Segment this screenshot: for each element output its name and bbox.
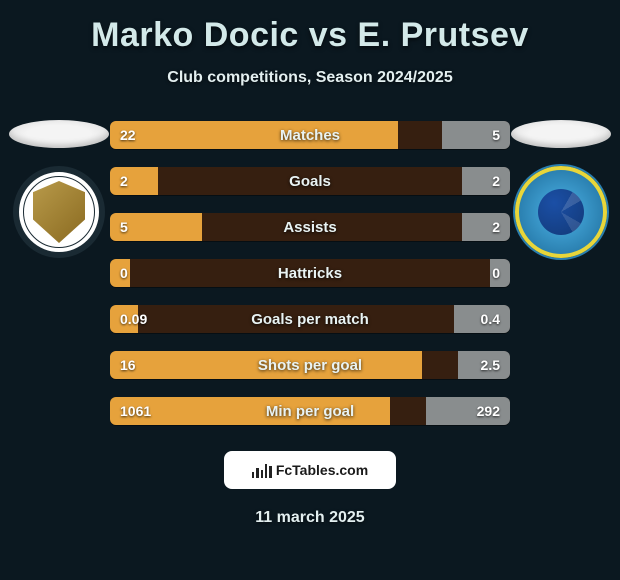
stat-value-right: 2 (482, 167, 510, 195)
stat-value-right: 2 (482, 213, 510, 241)
right-player-column (506, 120, 616, 258)
stat-label: Goals per match (110, 305, 510, 333)
stat-value-left: 5 (110, 213, 138, 241)
stat-value-left: 16 (110, 351, 146, 379)
left-player-column (4, 120, 114, 258)
stat-row: 1061292Min per goal (110, 397, 510, 425)
fctables-logo[interactable]: FcTables.com (224, 451, 396, 489)
stat-row: 162.5Shots per goal (110, 351, 510, 379)
stat-bar-left (110, 351, 422, 379)
stat-value-left: 0 (110, 259, 138, 287)
date-label: 11 march 2025 (0, 509, 620, 527)
stat-label: Goals (110, 167, 510, 195)
stat-row: 225Matches (110, 121, 510, 149)
bar-chart-icon (252, 462, 272, 478)
stat-value-left: 0.09 (110, 305, 157, 333)
stat-row: 0.09 0.4Goals per match (110, 305, 510, 333)
stat-value-left: 2 (110, 167, 138, 195)
club-badge-left (13, 166, 105, 258)
stat-value-left: 22 (110, 121, 146, 149)
logo-text: FcTables.com (276, 462, 368, 478)
stats-list: 225Matches22Goals52Assists00Hattricks0.0… (110, 121, 510, 425)
stat-value-right: 0.4 (471, 305, 510, 333)
club-badge-right (515, 166, 607, 258)
player-photo-placeholder-left (9, 120, 109, 148)
subtitle: Club competitions, Season 2024/2025 (0, 69, 620, 87)
comparison-card: Marko Docic vs E. Prutsev Club competiti… (0, 0, 620, 580)
player-photo-placeholder-right (511, 120, 611, 148)
stat-row: 52Assists (110, 213, 510, 241)
stat-value-right: 2.5 (471, 351, 510, 379)
stat-row: 2 2Goals (110, 167, 510, 195)
stat-value-right: 5 (482, 121, 510, 149)
stat-bar-left (110, 121, 398, 149)
stat-label: Hattricks (110, 259, 510, 287)
page-title: Marko Docic vs E. Prutsev (0, 16, 620, 55)
stat-value-left: 1061 (110, 397, 161, 425)
badge-ball-icon (538, 189, 584, 235)
stat-value-right: 292 (467, 397, 510, 425)
stat-row: 0 0Hattricks (110, 259, 510, 287)
stat-value-right: 0 (482, 259, 510, 287)
